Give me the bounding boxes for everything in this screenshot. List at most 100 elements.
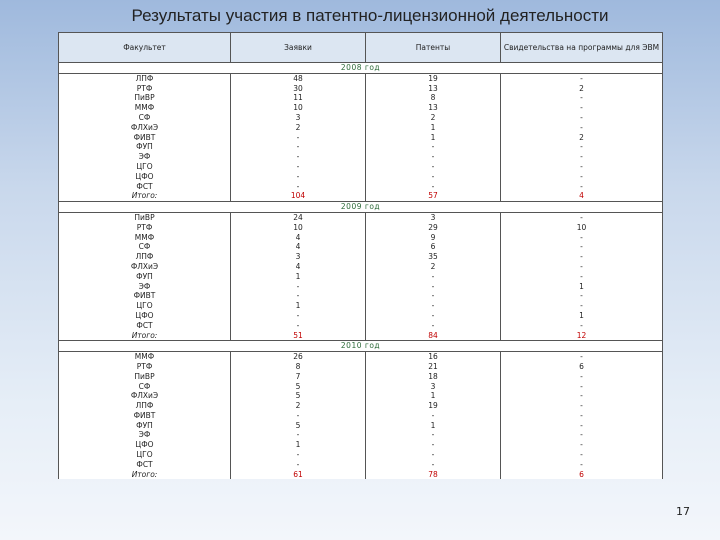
cell: 11 [230, 93, 366, 104]
cell: - [365, 410, 501, 421]
total-cell: Итого: [58, 191, 231, 202]
cell: 3 [365, 212, 501, 223]
cell: - [500, 93, 663, 104]
cell: 10 [230, 222, 366, 233]
cell: ФИВТ [58, 291, 231, 302]
data-row: СФ 5 3- [58, 381, 663, 392]
cell: - [365, 281, 501, 292]
data-row: ФУП - - - [58, 142, 663, 153]
cell: - [500, 371, 663, 382]
cell: - [365, 161, 501, 172]
cell: - [500, 103, 663, 113]
data-row: ЭФ - - - [58, 152, 663, 162]
data-row: ФСТ - - - [58, 320, 663, 331]
cell: 1 [500, 281, 663, 292]
cell: ЦФО [58, 310, 231, 321]
header-cell: Свидетельства на программы для ЭВМ [500, 32, 663, 63]
cell: ЦФО [58, 440, 231, 451]
cell: 6 [365, 242, 501, 253]
cell: 35 [365, 252, 501, 262]
cell: - [230, 281, 366, 292]
header-cell: Факультет [58, 32, 231, 63]
page-number: 17 [676, 505, 690, 518]
cell: - [500, 161, 663, 172]
cell: РТФ [58, 222, 231, 233]
total-cell: Итого: [58, 330, 231, 341]
data-row: ЦФО 1- - [58, 440, 663, 451]
cell: - [365, 310, 501, 321]
data-row: ЦГО - - - [58, 450, 663, 460]
cell: - [500, 440, 663, 451]
data-row: СФ 4 6- [58, 242, 663, 253]
cell: ПиВР [58, 212, 231, 223]
cell: - [500, 320, 663, 331]
total-cell: 104 [230, 191, 366, 202]
cell: 5 [230, 381, 366, 392]
year-label: 2010 год [58, 340, 663, 353]
data-row: ФЛХиЭ 2 1- [58, 122, 663, 133]
cell: ФУП [58, 420, 231, 431]
cell: ЭФ [58, 281, 231, 292]
cell: - [500, 232, 663, 243]
cell: 21 [365, 361, 501, 372]
cell: - [230, 459, 366, 470]
cell: 4 [230, 232, 366, 243]
cell: 7 [230, 371, 366, 382]
cell: - [365, 459, 501, 470]
cell: ММФ [58, 232, 231, 243]
data-row: ЛПФ 3 35- [58, 252, 663, 262]
cell: - [230, 181, 366, 192]
cell: ФУП [58, 271, 231, 282]
cell: ЭФ [58, 152, 231, 162]
cell: ПиВР [58, 371, 231, 382]
data-row: РТФ 10 29 10 [58, 222, 663, 233]
cell: - [365, 152, 501, 162]
data-row: ФЛХиЭ 4 2- [58, 261, 663, 272]
cell: ФУП [58, 142, 231, 153]
cell: ФЛХиЭ [58, 391, 231, 402]
cell: - [500, 261, 663, 272]
cell: - [365, 301, 501, 311]
cell: - [500, 171, 663, 182]
cell: 16 [365, 351, 501, 362]
cell: - [500, 152, 663, 162]
cell: - [230, 291, 366, 302]
year-row: 2010 год [58, 340, 663, 353]
cell: 3 [230, 252, 366, 262]
cell: - [500, 291, 663, 302]
cell: ФИВТ [58, 410, 231, 421]
cell: 8 [230, 361, 366, 372]
cell: - [365, 320, 501, 331]
cell: ФИВТ [58, 132, 231, 143]
cell: - [500, 271, 663, 282]
cell: 10 [500, 222, 663, 233]
data-row: ЦГО 1- - [58, 301, 663, 311]
cell: ЛПФ [58, 252, 231, 262]
data-row: ФЛХиЭ 5 1- [58, 391, 663, 402]
cell: 19 [365, 73, 501, 84]
cell: 29 [365, 222, 501, 233]
data-row: СФ 3 2- [58, 112, 663, 123]
data-row: ЦФО - -1 [58, 310, 663, 321]
data-row: РТФ 8 21 6 [58, 361, 663, 372]
cell: - [500, 391, 663, 402]
cell: - [365, 271, 501, 282]
cell: - [230, 152, 366, 162]
cell: - [230, 171, 366, 182]
data-row: ЭФ - - - [58, 430, 663, 441]
data-row: ФИВТ - - - [58, 291, 663, 302]
cell: РТФ [58, 361, 231, 372]
data-row: ЦГО - - - [58, 161, 663, 172]
cell: - [500, 122, 663, 133]
cell: - [500, 242, 663, 253]
slide-title: Результаты участия в патентно-лицензионн… [131, 6, 609, 25]
cell: ММФ [58, 351, 231, 362]
data-row: ФУП 1- - [58, 271, 663, 282]
header-cell: Заявки [230, 32, 366, 63]
cell: 2 [365, 112, 501, 123]
year-label: 2008 год [58, 62, 663, 74]
total-row: Итого: 104 57 4 [58, 191, 663, 202]
cell: СФ [58, 242, 231, 253]
cell: РТФ [58, 83, 231, 94]
